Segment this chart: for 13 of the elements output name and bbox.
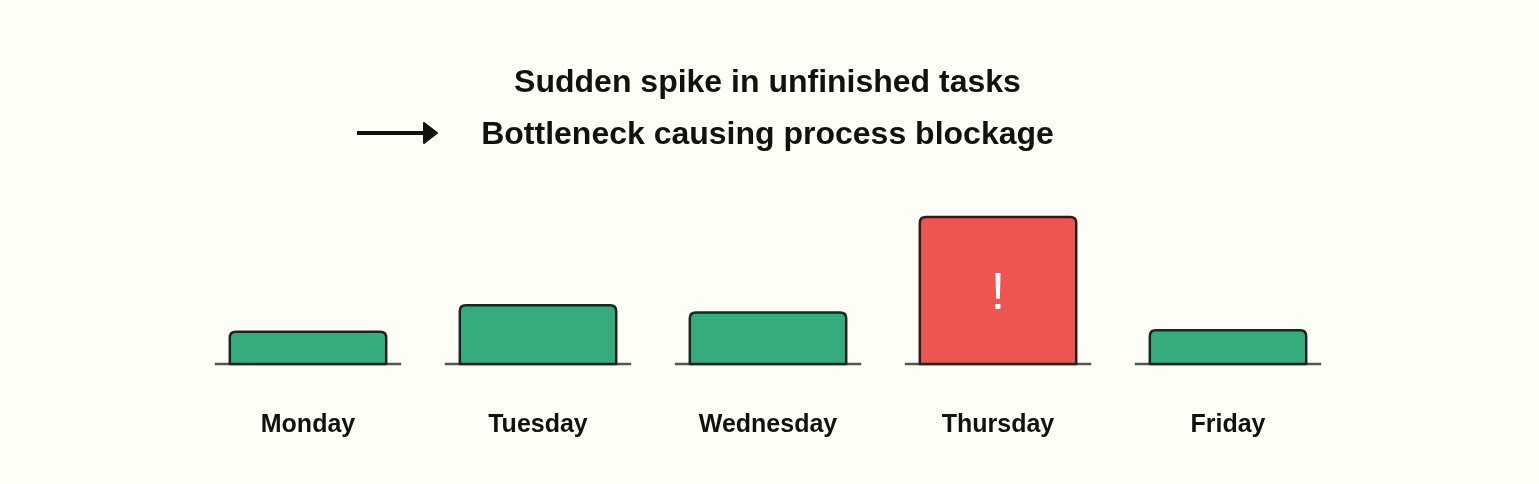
bar: [228, 330, 388, 366]
chart-title: Sudden spike in unfinished tasks: [514, 63, 1021, 99]
x-tick-label: Monday: [260, 409, 356, 437]
annotation: !: [990, 261, 1006, 320]
bar: [688, 311, 848, 366]
bar: [1148, 328, 1308, 366]
x-tick-label: Friday: [1190, 409, 1266, 437]
bar: [918, 215, 1078, 366]
x-tick-label: Tuesday: [488, 409, 588, 437]
x-tick-label: Thursday: [941, 409, 1055, 437]
bar: [458, 303, 618, 366]
x-tick-label: Wednesday: [698, 409, 838, 437]
chart-subtitle: Bottleneck causing process blockage: [481, 115, 1054, 151]
